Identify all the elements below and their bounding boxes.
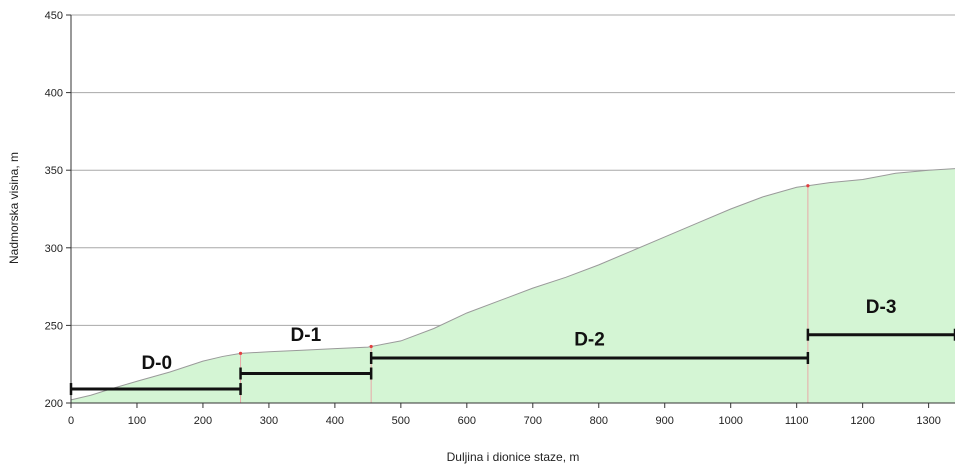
boundary-point (238, 351, 243, 355)
y-tick-label: 250 (45, 320, 63, 332)
boundary-point (369, 344, 373, 349)
segment-label: D-1 (291, 325, 322, 346)
x-tick-label: 0 (68, 415, 74, 427)
x-axis-title: Duljina i dionice staze, m (447, 450, 580, 464)
y-tick-label: 350 (45, 165, 63, 177)
axes: 200 250 300 350 400 450 0 100 200 300 400 500 600 700… (45, 10, 955, 427)
y-tick-label: 200 (45, 398, 63, 410)
y-axis-title: Nadmorska visina, m (7, 152, 21, 264)
elevation-area (70, 168, 955, 403)
y-tick-label: 450 (45, 10, 63, 22)
x-tick-label: 1000 (718, 415, 742, 427)
x-tick-label: 500 (392, 415, 410, 427)
x-tick-label: 900 (656, 415, 674, 427)
elevation-fill (71, 168, 955, 403)
segment-brackets: D-0 D-1 D-2 D-3 (69, 297, 955, 396)
y-tick-label: 300 (45, 243, 63, 255)
segment-label: D-0 (141, 353, 172, 374)
x-tick-label: 600 (458, 415, 476, 427)
x-tick-label: 1100 (785, 415, 809, 427)
y-tick-label: 400 (45, 88, 63, 100)
x-tick-label: 300 (260, 415, 278, 427)
segment-label: D-3 (866, 297, 897, 318)
segment-d-1: D-1 (239, 325, 373, 380)
x-tick-label: 100 (128, 415, 146, 427)
x-tick-label: 400 (326, 415, 344, 427)
x-tick-label: 1200 (850, 415, 874, 427)
x-tick-label: 1300 (916, 415, 940, 427)
x-tick-label: 800 (590, 415, 608, 427)
boundary-point (806, 184, 810, 188)
segment-d-3: D-3 (806, 297, 955, 341)
segment-d-2: D-2 (369, 330, 810, 364)
segment-d-0: D-0 (69, 353, 242, 396)
x-tick-label: 200 (194, 415, 212, 427)
segment-label: D-2 (574, 330, 605, 351)
x-tick-label: 700 (524, 415, 542, 427)
